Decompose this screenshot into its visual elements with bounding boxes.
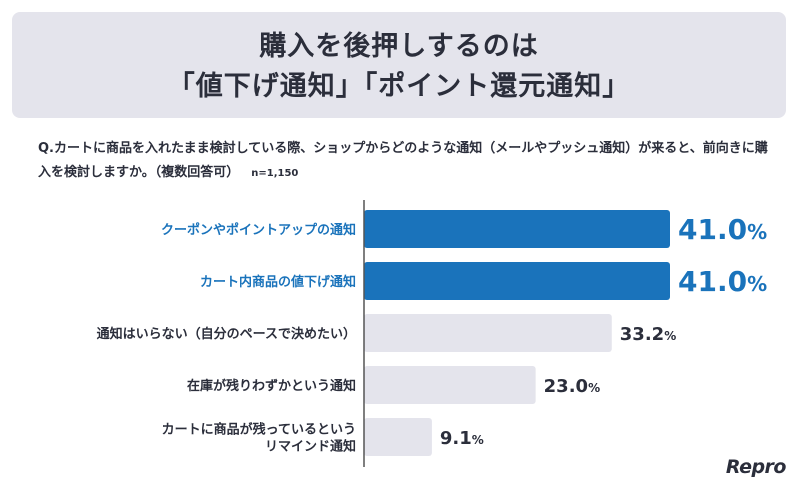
bar (364, 210, 670, 248)
value-label: 33.2% (620, 324, 676, 345)
title-banner: 購入を後押しするのは 「値下げ通知」「ポイント還元通知」 (12, 12, 786, 118)
title-line-1: 購入を後押しするのは (259, 31, 539, 62)
repro-logo: Repro (725, 456, 787, 478)
question-text: Q.カートに商品を入れたまま検討している際、ショップからどのような通知（メールや… (38, 141, 768, 180)
category-label: 在庫が残りわずかという通知 (187, 378, 356, 394)
category-label: 通知はいらない（自分のペースで決めたい） (97, 326, 356, 342)
category-label: クーポンやポイントアップの通知 (161, 222, 356, 238)
title-line-2: 「値下げ通知」「ポイント還元通知」 (167, 71, 631, 102)
category-label: カートに商品が残っているという (162, 422, 356, 438)
value-label: 41.0% (678, 213, 767, 246)
sample-size: n=1,150 (251, 168, 299, 179)
value-label: 9.1% (440, 428, 484, 449)
bar (364, 314, 612, 352)
value-label: 23.0% (544, 376, 600, 397)
bar (364, 418, 432, 456)
bar (364, 366, 536, 404)
bar (364, 262, 670, 300)
category-label: リマインド通知 (265, 439, 356, 455)
value-label: 41.0% (678, 265, 767, 298)
category-label: カート内商品の値下げ通知 (200, 274, 356, 290)
survey-question: Q.カートに商品を入れたまま検討している際、ショップからどのような通知（メールや… (38, 137, 778, 186)
